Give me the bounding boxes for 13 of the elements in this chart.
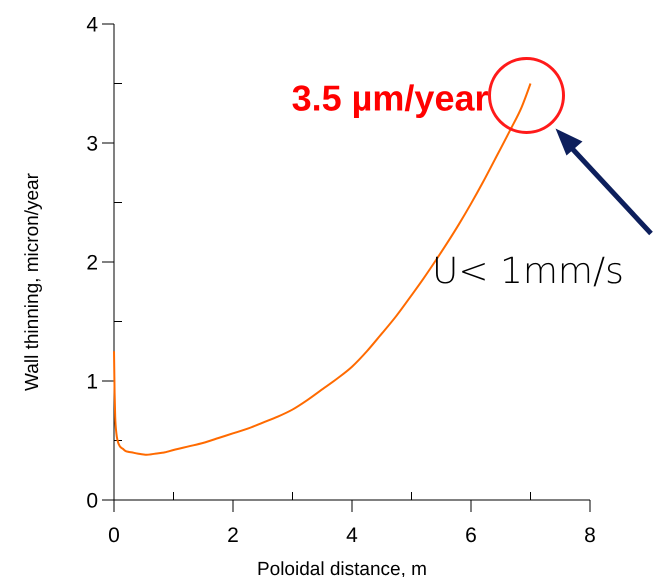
y-tick-label: 3 xyxy=(86,132,98,156)
y-axis-title: Wall thinning, micron/year xyxy=(22,172,43,391)
annotation: 3.5 µm/year xyxy=(292,78,488,118)
y-tick-label: 2 xyxy=(86,251,98,274)
y-tick-label: 4 xyxy=(86,13,98,36)
x-tick-label: 4 xyxy=(346,524,358,547)
annotation: U< 1mm/s xyxy=(432,251,624,292)
x-tick-label: 0 xyxy=(108,524,120,547)
x-tick-label: 2 xyxy=(227,524,239,547)
x-tick-label: 6 xyxy=(465,524,477,547)
y-tick-label: 0 xyxy=(86,489,98,512)
x-tick-label: 8 xyxy=(584,524,596,547)
y-tick-label: 1 xyxy=(86,370,98,394)
